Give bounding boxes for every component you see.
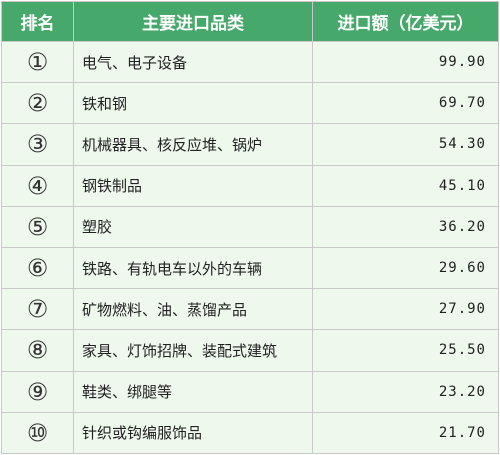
rank-cell: ⑤: [2, 206, 73, 247]
table-row: ⑦ 矿物燃料、油、蒸馏产品 27.90: [2, 289, 498, 330]
category-cell: 铁路、有轨电车以外的车辆: [74, 247, 312, 289]
header-rank: 排名: [2, 2, 73, 41]
category-cell: 塑胶: [74, 206, 312, 247]
header-amount: 进口额（亿美元）: [313, 2, 498, 41]
table-row: ③ 机械器具、核反应堆、锅炉 54.30: [2, 124, 498, 165]
table-row: ② 铁和钢 69.70: [2, 83, 498, 124]
amount-cell: 45.10: [313, 165, 498, 206]
category-cell: 铁和钢: [74, 83, 312, 124]
rank-cell: ④: [2, 165, 73, 206]
category-cell: 鞋类、绑腿等: [74, 371, 312, 412]
amount-cell: 27.90: [313, 289, 498, 330]
amount-cell: 29.60: [313, 247, 498, 289]
header-category: 主要进口品类: [74, 2, 312, 41]
category-cell: 电气、电子设备: [74, 42, 312, 83]
rank-cell: ⑧: [2, 330, 73, 371]
rank-cell: ⑦: [2, 289, 73, 330]
rank-cell: ①: [2, 42, 73, 83]
amount-cell: 21.70: [313, 412, 498, 453]
category-cell: 家具、灯饰招牌、装配式建筑: [74, 330, 312, 371]
table-row: ① 电气、电子设备 99.90: [2, 42, 498, 83]
amount-cell: 25.50: [313, 330, 498, 371]
amount-cell: 23.20: [313, 371, 498, 412]
table-row: ⑤ 塑胶 36.20: [2, 206, 498, 247]
table-row: ④ 钢铁制品 45.10: [2, 165, 498, 206]
amount-cell: 69.70: [313, 83, 498, 124]
amount-cell: 36.20: [313, 206, 498, 247]
table-row: ⑩ 针织或钩编服饰品 21.70: [2, 412, 498, 453]
rank-cell: ⑨: [2, 371, 73, 412]
rank-cell: ③: [2, 124, 73, 165]
category-cell: 针织或钩编服饰品: [74, 412, 312, 453]
table-row: ⑧ 家具、灯饰招牌、装配式建筑 25.50: [2, 330, 498, 371]
table-row: ⑥ 铁路、有轨电车以外的车辆 29.60: [2, 247, 498, 289]
table-row: ⑨ 鞋类、绑腿等 23.20: [2, 371, 498, 412]
amount-cell: 99.90: [313, 42, 498, 83]
rank-cell: ②: [2, 83, 73, 124]
category-cell: 矿物燃料、油、蒸馏产品: [74, 289, 312, 330]
category-cell: 钢铁制品: [74, 165, 312, 206]
rank-cell: ⑥: [2, 247, 73, 289]
rank-cell: ⑩: [2, 412, 73, 453]
table-header: 排名 主要进口品类 进口额（亿美元）: [2, 2, 498, 41]
table-body: ① 电气、电子设备 99.90 ② 铁和钢 69.70 ③ 机械器具、核反应堆、…: [2, 42, 498, 453]
header-row: 排名 主要进口品类 进口额（亿美元）: [2, 2, 498, 41]
amount-cell: 54.30: [313, 124, 498, 165]
category-cell: 机械器具、核反应堆、锅炉: [74, 124, 312, 165]
